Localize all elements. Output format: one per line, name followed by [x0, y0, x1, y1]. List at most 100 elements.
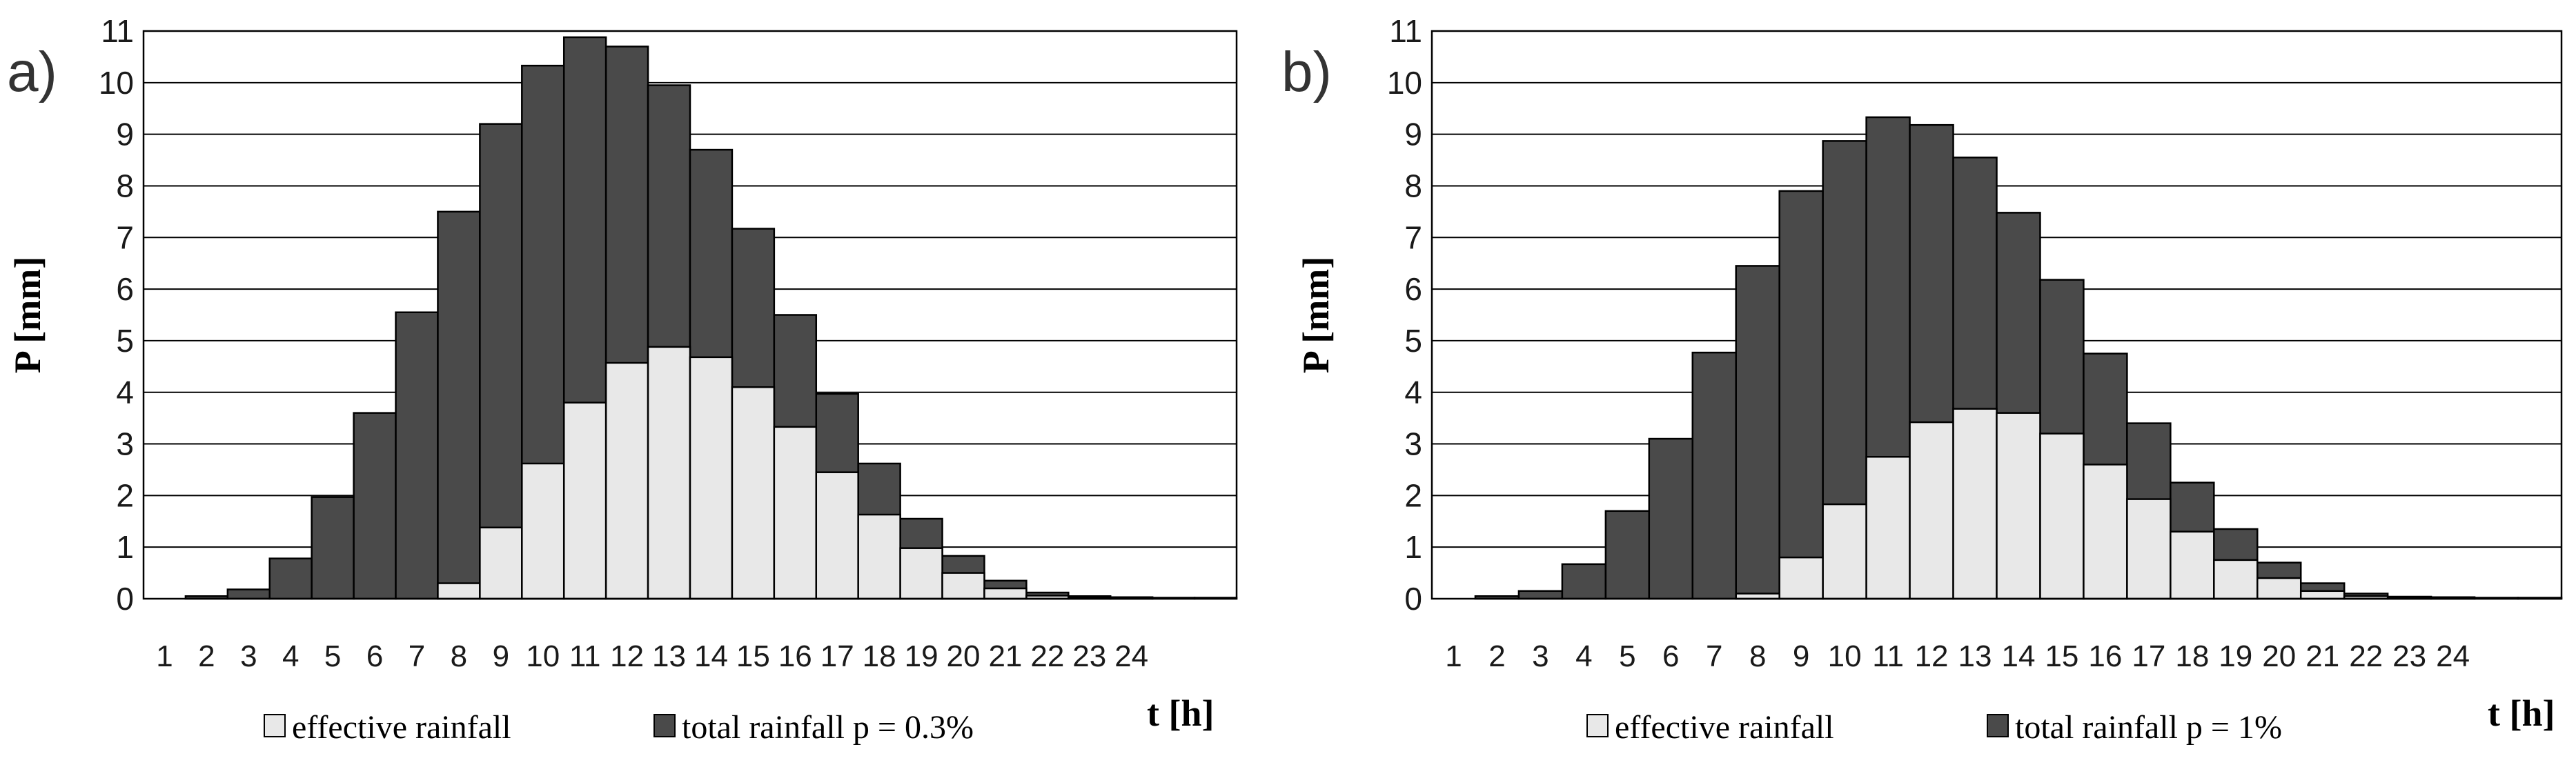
- bar-effective-rainfall: [689, 356, 734, 600]
- y-tick-label: 9: [1404, 117, 1422, 152]
- y-tick-label: 3: [1404, 426, 1422, 462]
- x-tick-label: 5: [324, 639, 341, 673]
- x-tick-label: 8: [1749, 639, 1766, 673]
- x-tick-label: 24: [1114, 639, 1148, 673]
- x-tick-label: 11: [569, 639, 601, 673]
- x-tick-label: 15: [2045, 639, 2078, 673]
- bar-total-rainfall: [353, 412, 397, 600]
- bar-effective-rainfall: [2299, 590, 2346, 600]
- y-tick-label: 3: [116, 426, 134, 462]
- y-tick-label: 8: [1404, 168, 1422, 203]
- x-tick-label: 22: [2349, 639, 2383, 673]
- x-tick-label: 17: [2132, 639, 2165, 673]
- x-tick-label: 19: [2219, 639, 2252, 673]
- y-tick-label: 11: [1389, 13, 1422, 49]
- x-tick-label: 14: [2002, 639, 2036, 673]
- y-tick-label: 4: [1404, 375, 1422, 410]
- x-axis-title: t [h]: [1147, 693, 1214, 734]
- x-tick-label: 21: [988, 639, 1022, 673]
- bar-total-rainfall: [1517, 590, 1564, 600]
- bar-effective-rainfall: [479, 526, 523, 600]
- x-tick-label: 21: [2305, 639, 2339, 673]
- bar-effective-rainfall: [815, 471, 859, 600]
- legend-swatch-effective: [264, 714, 286, 737]
- y-axis-title: P [mm]: [1295, 257, 1337, 373]
- y-tick-label: 1: [116, 529, 134, 565]
- bar-total-rainfall: [437, 210, 481, 600]
- x-tick-label: 13: [1958, 639, 1992, 673]
- y-tick-label: 10: [99, 65, 134, 101]
- y-tick-label: 1: [1404, 529, 1422, 565]
- bar-effective-rainfall: [2170, 530, 2215, 600]
- x-tick-label: 5: [1619, 639, 1635, 673]
- bar-effective-rainfall: [1778, 556, 1824, 600]
- x-tick-label: 2: [1488, 639, 1505, 673]
- y-tick-label: 8: [116, 168, 134, 203]
- bar-effective-rainfall: [521, 462, 565, 600]
- plot-area: [142, 30, 1238, 600]
- bar-effective-rainfall: [731, 386, 776, 600]
- bar-total-rainfall: [268, 557, 313, 600]
- bar-total-rainfall: [226, 588, 271, 600]
- bar-effective-rainfall: [857, 513, 901, 600]
- x-tick-label: 11: [1872, 639, 1904, 673]
- x-tick-label: 14: [694, 639, 728, 673]
- y-tick-label: 9: [116, 117, 134, 152]
- x-tick-label: 10: [1828, 639, 1862, 673]
- bar-total-rainfall: [1778, 190, 1824, 600]
- y-tick-label: 7: [116, 219, 134, 255]
- x-tick-label: 17: [820, 639, 854, 673]
- bar-effective-rainfall: [1909, 421, 1954, 600]
- x-tick-label: 1: [1445, 639, 1462, 673]
- y-tick-label: 5: [1404, 323, 1422, 359]
- x-tick-label: 13: [652, 639, 686, 673]
- x-tick-label: 9: [493, 639, 509, 673]
- x-tick-label: 10: [526, 639, 560, 673]
- bar-total-rainfall: [311, 496, 355, 600]
- x-tick-label: 15: [736, 639, 770, 673]
- panel-label: a): [7, 41, 57, 103]
- y-tick-label: 4: [116, 375, 134, 410]
- y-tick-label: 11: [101, 13, 134, 49]
- x-tick-label: 4: [1575, 639, 1592, 673]
- x-tick-label: 3: [240, 639, 257, 673]
- x-tick-label: 9: [1793, 639, 1809, 673]
- panel-label: b): [1281, 41, 1332, 103]
- bar-effective-rainfall: [1952, 408, 1998, 600]
- legend-swatch-effective: [1586, 714, 1609, 737]
- x-axis-title: t [h]: [2488, 693, 2555, 734]
- x-tick-label: 16: [2088, 639, 2122, 673]
- y-tick-label: 0: [1404, 581, 1422, 617]
- y-tick-label: 2: [116, 477, 134, 513]
- x-tick-label: 12: [610, 639, 644, 673]
- bar-total-rainfall: [395, 311, 439, 600]
- bar-total-rainfall: [1691, 351, 1737, 600]
- x-tick-label: 18: [863, 639, 896, 673]
- bar-effective-rainfall: [562, 401, 607, 600]
- bar-total-rainfall: [1648, 437, 1694, 600]
- x-tick-label: 6: [1662, 639, 1679, 673]
- bar-effective-rainfall: [2257, 577, 2302, 600]
- x-tick-label: 4: [282, 639, 299, 673]
- x-tick-label: 1: [156, 639, 173, 673]
- bar-effective-rainfall: [1822, 503, 1867, 600]
- x-tick-label: 2: [198, 639, 215, 673]
- x-tick-label: 24: [2436, 639, 2470, 673]
- x-tick-label: 18: [2175, 639, 2209, 673]
- bar-effective-rainfall: [647, 346, 691, 600]
- bar-effective-rainfall: [2213, 559, 2259, 600]
- legend-label-effective: effective rainfall: [1615, 709, 1834, 746]
- y-tick-label: 10: [1387, 65, 1422, 101]
- plot-area: [1430, 30, 2563, 600]
- y-tick-label: 0: [116, 581, 134, 617]
- bar-total-rainfall: [1735, 265, 1780, 600]
- y-tick-label: 7: [1404, 219, 1422, 255]
- legend-label-effective: effective rainfall: [292, 709, 511, 746]
- bar-total-rainfall: [1604, 510, 1651, 600]
- x-tick-label: 7: [409, 639, 425, 673]
- x-tick-label: 16: [778, 639, 812, 673]
- bar-effective-rainfall: [899, 547, 943, 600]
- bar-effective-rainfall: [1996, 412, 2041, 600]
- bar-effective-rainfall: [983, 587, 1028, 600]
